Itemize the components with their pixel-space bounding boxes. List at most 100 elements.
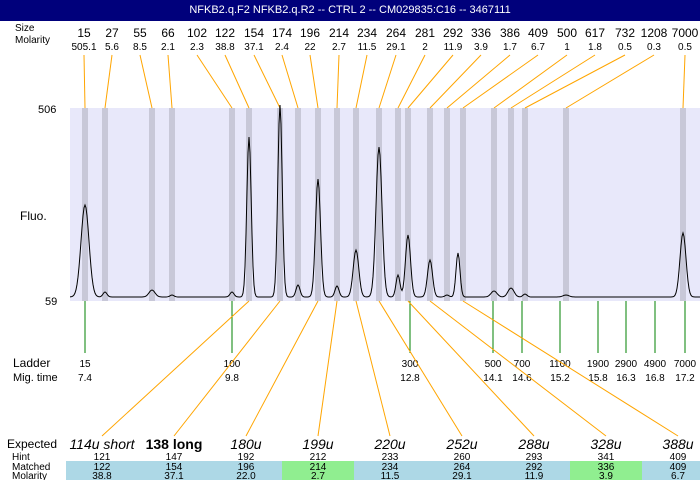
- hint-value: 260: [454, 452, 471, 463]
- peak-size-label: 292: [443, 26, 463, 40]
- peak-band: [102, 108, 108, 301]
- ladder-migtime-label: 16.8: [645, 373, 665, 384]
- matched-row-label: Matched: [12, 462, 50, 473]
- ladder-migtime-label: 17.2: [675, 373, 695, 384]
- peak-molarity-label: 8.5: [133, 42, 147, 53]
- peak-band: [680, 108, 686, 301]
- matched-value: 264: [454, 462, 471, 473]
- peak-molarity-label: 505.1: [71, 42, 96, 53]
- peak-connector: [397, 54, 426, 109]
- ladder-size-label: 4900: [644, 359, 667, 370]
- peak-size-label: 196: [300, 26, 320, 40]
- ladder-migtime-label: 14.6: [512, 373, 532, 384]
- matched-molarity-value: 37.1: [164, 471, 184, 480]
- matched-molarity-value: 3.9: [599, 471, 613, 480]
- peak-connector: [139, 54, 153, 109]
- peak-size-label: 234: [357, 26, 377, 40]
- matched-value: 234: [382, 462, 399, 473]
- match-connector: [378, 300, 463, 437]
- ladder-size-label: 2900: [615, 359, 638, 370]
- peak-size-label: 386: [500, 26, 520, 40]
- peak-size-label: 1208: [641, 26, 668, 40]
- matched-value: 292: [526, 462, 543, 473]
- match-connector: [462, 300, 679, 437]
- peak-molarity-label: 11.9: [444, 42, 463, 53]
- expected-value: 328u: [590, 436, 621, 452]
- peak-connector: [446, 54, 511, 109]
- matched-cell: [426, 461, 498, 480]
- peak-band: [149, 108, 155, 301]
- peak-size-label: 154: [244, 26, 264, 40]
- ladder-size-label: 1100: [549, 359, 571, 370]
- hint-value: 192: [238, 452, 255, 463]
- y-axis-title: Fluo.: [20, 209, 47, 223]
- y-min-label: 59: [45, 296, 57, 308]
- peak-band: [246, 108, 252, 301]
- hint-value: 233: [382, 452, 399, 463]
- matched-molarity-value: 29.1: [452, 471, 472, 480]
- hint-value: 121: [94, 452, 111, 463]
- matched-molarity-value: 2.7: [311, 471, 325, 480]
- matched-molarity-value: 22.0: [236, 471, 256, 480]
- peak-size-label: 732: [615, 26, 635, 40]
- peak-molarity-label: 37.1: [244, 42, 264, 53]
- ladder-size-label: 100: [224, 359, 241, 370]
- peak-band: [563, 108, 569, 301]
- peak-molarity-label: 2.1: [161, 42, 175, 53]
- peak-molarity-label: 11.5: [358, 42, 377, 53]
- peak-band: [315, 108, 321, 301]
- match-connector: [317, 300, 338, 437]
- peak-size-label: 15: [77, 26, 91, 40]
- peak-connector: [407, 54, 454, 109]
- ladder-migtime-label: 14.1: [483, 373, 503, 384]
- hint-value: 212: [310, 452, 327, 463]
- fluorescence-trace: [69, 104, 700, 298]
- ladder-migtime-label: 12.8: [400, 373, 420, 384]
- peak-band: [460, 108, 466, 301]
- molarity-header-label: Molarity: [15, 35, 50, 46]
- matched-cell: [282, 461, 354, 480]
- peak-molarity-label: 0.5: [618, 42, 632, 53]
- matched-value: 214: [310, 462, 327, 473]
- peak-molarity-label: 5.6: [105, 42, 119, 53]
- match-connector: [407, 300, 535, 437]
- peak-size-label: 55: [133, 26, 147, 40]
- peak-connector: [309, 54, 319, 109]
- hint-value: 409: [670, 452, 687, 463]
- matched-value: 196: [238, 462, 255, 473]
- ladder-label: Ladder: [13, 356, 50, 370]
- peak-connector: [281, 54, 299, 109]
- matched-value: 154: [166, 462, 183, 473]
- peak-connector: [104, 54, 113, 109]
- hint-value: 341: [598, 452, 615, 463]
- ladder-size-label: 700: [514, 359, 531, 370]
- ladder-migtime-label: 9.8: [225, 373, 239, 384]
- peak-band: [395, 108, 401, 301]
- ladder-migtime-label: 15.8: [588, 373, 608, 384]
- ladder-size-label: 15: [79, 359, 91, 370]
- ladder-migtime-label: 16.3: [616, 373, 636, 384]
- peak-band: [376, 108, 382, 301]
- peak-molarity-label: 22: [304, 42, 316, 53]
- peak-size-label: 617: [585, 26, 605, 40]
- peak-size-label: 500: [557, 26, 577, 40]
- expected-value: 388u: [662, 436, 693, 452]
- expected-value: 180u: [230, 436, 261, 452]
- size-header-label: Size: [15, 23, 35, 34]
- peak-connector: [83, 54, 86, 109]
- peak-band: [522, 108, 528, 301]
- expected-value: 220u: [373, 436, 405, 452]
- peak-band: [169, 108, 175, 301]
- peak-molarity-label: 2: [422, 42, 428, 53]
- ladder-migtime-label: 7.4: [78, 373, 92, 384]
- peak-molarity-label: 6.7: [531, 42, 545, 53]
- peak-connector: [524, 54, 626, 109]
- peak-size-label: 7000: [672, 26, 699, 40]
- peak-molarity-label: 0.3: [647, 42, 661, 53]
- matched-cell: [354, 461, 426, 480]
- expected-value: 138 long: [146, 436, 203, 452]
- peak-size-label: 102: [187, 26, 207, 40]
- peak-band: [508, 108, 514, 301]
- matched-molarity-value: 11.5: [381, 471, 400, 480]
- peak-size-label: 214: [329, 26, 349, 40]
